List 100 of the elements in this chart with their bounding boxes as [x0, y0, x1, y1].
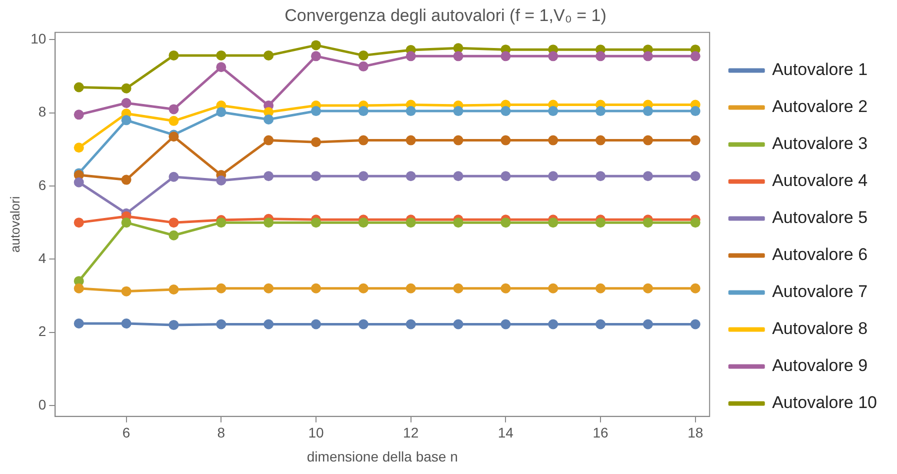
point — [121, 218, 132, 228]
point — [310, 319, 321, 330]
point — [358, 283, 368, 294]
point — [690, 171, 700, 182]
point — [453, 135, 464, 146]
point — [74, 82, 84, 92]
point — [358, 218, 368, 228]
point — [310, 106, 321, 116]
point — [216, 283, 226, 294]
point — [596, 106, 606, 116]
y-tick-label: 2 — [38, 323, 46, 340]
point — [642, 106, 653, 116]
point — [406, 171, 416, 182]
point — [453, 106, 464, 116]
point — [121, 98, 132, 108]
point — [406, 319, 416, 330]
point — [310, 283, 321, 294]
point — [264, 50, 274, 60]
point — [596, 171, 606, 182]
point — [690, 51, 700, 62]
point — [358, 319, 368, 330]
point — [453, 319, 464, 330]
point — [264, 114, 274, 124]
point — [74, 218, 84, 228]
legend-label: Autovalore 9 — [772, 356, 868, 376]
point — [74, 177, 84, 188]
point — [168, 284, 179, 294]
point — [358, 106, 368, 116]
point — [453, 51, 464, 62]
point — [406, 218, 416, 228]
point — [406, 283, 416, 294]
point — [310, 51, 321, 62]
point — [453, 218, 464, 228]
x-axis-title: dimensione della base n — [306, 448, 458, 464]
point — [216, 176, 226, 186]
point — [310, 40, 321, 50]
point — [690, 135, 700, 146]
point — [596, 319, 606, 330]
point — [406, 51, 416, 62]
point — [500, 319, 511, 330]
legend-label: Autovalore 7 — [772, 282, 868, 302]
point — [358, 50, 368, 60]
point — [548, 171, 558, 182]
legend-label: Autovalore 2 — [772, 97, 868, 116]
point — [310, 171, 321, 182]
x-tick-label: 6 — [122, 424, 130, 441]
point — [500, 218, 511, 228]
point — [168, 320, 179, 330]
point — [264, 319, 274, 330]
point — [642, 51, 653, 62]
point — [642, 283, 653, 294]
legend-label: Autovalore 3 — [772, 134, 868, 154]
y-axis-title: autovalori — [7, 196, 22, 253]
point — [453, 171, 464, 182]
legend-label: Autovalore 5 — [772, 208, 868, 228]
point — [310, 218, 321, 228]
legend-label: Autovalore 6 — [772, 245, 868, 264]
y-tick-label: 8 — [38, 104, 46, 120]
point — [690, 106, 700, 116]
point — [216, 50, 226, 60]
y-tick-label: 0 — [38, 396, 46, 412]
point — [168, 230, 179, 240]
point — [121, 83, 132, 94]
point — [74, 283, 84, 294]
point — [406, 135, 416, 146]
point — [690, 218, 700, 228]
point — [168, 116, 179, 126]
point — [310, 137, 321, 148]
legend-label: Autovalore 1 — [772, 60, 868, 80]
point — [596, 51, 606, 62]
point — [548, 319, 558, 330]
point — [168, 172, 179, 182]
point — [548, 135, 558, 146]
point — [216, 107, 226, 118]
point — [690, 319, 700, 330]
point — [216, 319, 226, 330]
point — [358, 61, 368, 72]
y-tick-label: 6 — [38, 176, 46, 193]
point — [74, 110, 84, 120]
point — [690, 283, 700, 294]
x-tick-label: 10 — [308, 424, 324, 441]
x-tick-label: 16 — [592, 424, 609, 441]
point — [548, 106, 558, 116]
point — [121, 174, 132, 185]
point — [264, 218, 274, 228]
point — [358, 171, 368, 182]
x-tick-label: 18 — [688, 424, 704, 441]
point — [548, 51, 558, 62]
point — [642, 319, 653, 330]
point — [642, 171, 653, 182]
point — [548, 218, 558, 228]
point — [548, 283, 558, 294]
y-tick-label: 10 — [30, 30, 46, 47]
point — [216, 62, 226, 72]
point — [168, 50, 179, 60]
y-tick-label: 4 — [38, 250, 46, 266]
chart-title: Convergenza degli autovalori (f = 1,V₀ = 1) — [284, 6, 606, 25]
legend-label: Autovalore 10 — [772, 393, 877, 412]
legend-label: Autovalore 4 — [772, 171, 868, 190]
point — [500, 283, 511, 294]
